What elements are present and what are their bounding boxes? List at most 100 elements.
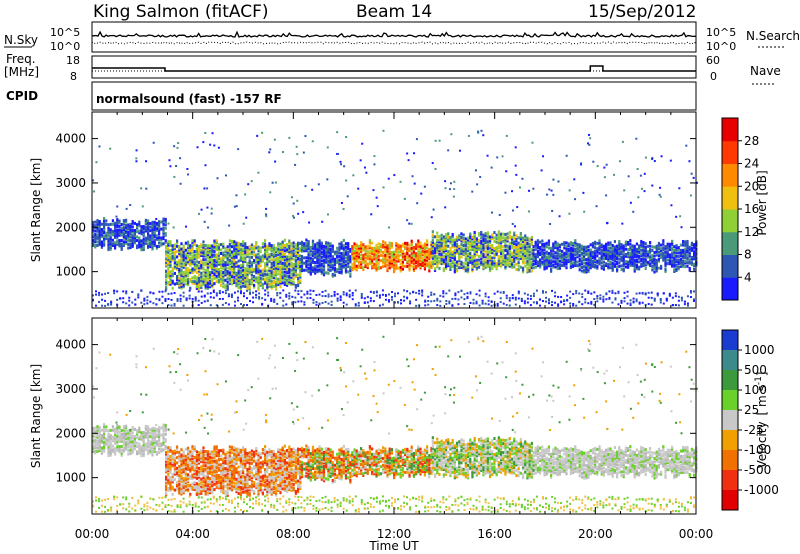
power-cell xyxy=(189,269,192,273)
power-cell xyxy=(622,262,625,266)
velocity-cell xyxy=(107,443,110,447)
power-cell xyxy=(433,235,437,239)
power-cell xyxy=(427,303,430,306)
power-cell xyxy=(524,261,527,265)
power-cell xyxy=(596,259,599,263)
power-cell xyxy=(649,248,652,252)
power-cell xyxy=(303,303,306,306)
power-cell xyxy=(140,244,143,248)
power-cell xyxy=(283,263,286,267)
power-cell xyxy=(451,240,454,244)
power-cell xyxy=(491,235,494,239)
power-cell xyxy=(283,265,286,269)
power-cell xyxy=(491,244,494,248)
power-cell xyxy=(695,181,698,184)
power-cell xyxy=(547,259,551,263)
power-cell xyxy=(322,267,326,271)
power-cell xyxy=(419,266,422,270)
power-cell xyxy=(497,256,500,260)
velocity-cell xyxy=(120,452,123,456)
power-cell xyxy=(506,264,509,268)
power-cell xyxy=(644,252,647,256)
power-cell xyxy=(349,255,352,259)
power-cell xyxy=(447,255,450,259)
power-cell xyxy=(340,255,343,259)
power-cell xyxy=(191,276,194,280)
power-cell xyxy=(458,237,461,241)
power-cell xyxy=(664,264,667,268)
power-cell xyxy=(538,298,541,301)
power-cell xyxy=(442,269,445,273)
power-cell xyxy=(487,296,490,299)
power-cell xyxy=(342,254,345,258)
power-cell xyxy=(679,215,682,218)
velocity-cell xyxy=(116,427,119,431)
power-cell xyxy=(451,233,454,237)
power-cell xyxy=(184,262,187,266)
power-cell xyxy=(344,251,348,255)
power-cell xyxy=(563,299,566,302)
power-cell xyxy=(679,259,683,263)
power-cell xyxy=(347,245,350,249)
power-cell xyxy=(488,262,492,266)
power-cell xyxy=(204,270,207,274)
power-cell xyxy=(626,302,629,305)
power-cell xyxy=(191,279,194,283)
power-cell xyxy=(482,265,485,269)
power-cell xyxy=(616,265,619,269)
power-cell xyxy=(105,231,108,235)
power-cell xyxy=(394,295,396,298)
power-cell xyxy=(451,250,454,254)
colorbar-swatch xyxy=(722,277,738,301)
velocity-cell xyxy=(118,448,121,452)
power-cell xyxy=(421,244,424,248)
power-cell xyxy=(611,301,614,304)
power-cell xyxy=(133,234,136,238)
power-cell xyxy=(347,256,350,260)
power-cell xyxy=(325,246,328,250)
power-cell xyxy=(657,250,661,254)
power-cell xyxy=(510,237,514,241)
power-cell xyxy=(255,269,258,273)
power-cell xyxy=(327,250,330,254)
power-cell xyxy=(415,246,418,250)
power-cell xyxy=(442,290,445,293)
power-cell xyxy=(673,252,676,256)
power-cell xyxy=(252,275,256,279)
power-cell xyxy=(393,264,396,268)
power-cell xyxy=(384,264,387,268)
power-cell xyxy=(477,231,481,235)
power-cell xyxy=(478,289,481,292)
power-cell xyxy=(430,241,433,245)
power-cell xyxy=(360,257,363,261)
power-cell xyxy=(495,251,498,255)
power-cell xyxy=(493,254,496,258)
power-cell xyxy=(594,260,597,264)
velocity-cell xyxy=(125,442,128,446)
power-cell xyxy=(255,293,258,296)
power-cell xyxy=(386,251,389,255)
power-cell xyxy=(279,255,282,259)
power-cell xyxy=(369,290,372,293)
power-cell xyxy=(556,245,559,249)
power-cell xyxy=(480,261,483,265)
power-cell xyxy=(311,188,314,191)
power-cell xyxy=(250,270,253,274)
power-cell xyxy=(322,246,326,250)
power-cell xyxy=(349,272,352,276)
power-cell xyxy=(290,265,293,269)
power-cell xyxy=(453,256,456,260)
nsearch-label: N.Search xyxy=(746,29,800,43)
power-cell xyxy=(279,279,282,283)
power-cell xyxy=(504,264,507,268)
power-cell xyxy=(424,299,427,302)
power-cell xyxy=(202,261,205,265)
velocity-cell xyxy=(92,449,95,453)
power-cell xyxy=(580,265,584,269)
power-cell xyxy=(118,224,121,228)
power-cell xyxy=(638,260,641,264)
power-cell xyxy=(673,270,676,274)
power-cell xyxy=(107,244,110,248)
power-cell xyxy=(178,282,181,286)
nave-tick-bottom: 0 xyxy=(710,70,717,83)
